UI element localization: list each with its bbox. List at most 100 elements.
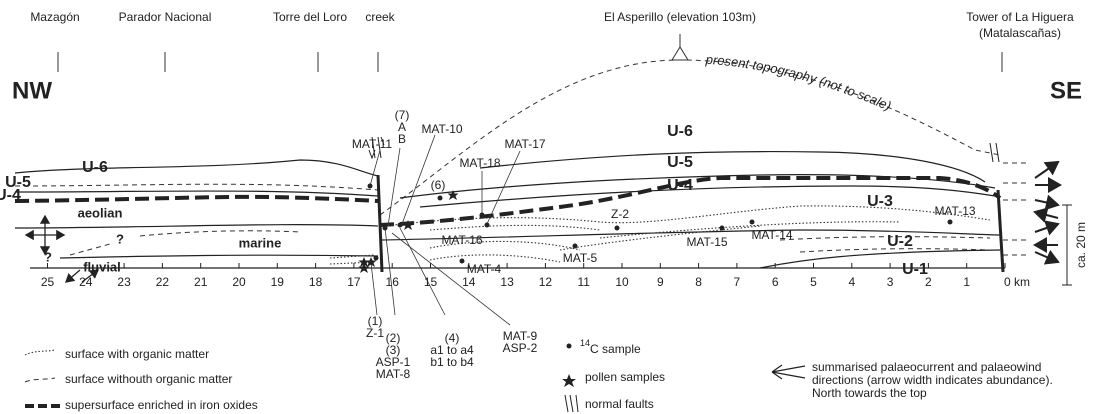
legend-label: C sample — [590, 342, 641, 356]
unit-label: U-3 — [867, 193, 893, 210]
sample-label: a1 to a4 — [430, 343, 474, 357]
organic-surface — [384, 205, 991, 227]
c14-sample — [397, 222, 403, 228]
c14-sample — [947, 219, 953, 225]
legend-label: supersurface enriched in iron oxides — [65, 398, 258, 412]
sample-label: MAT-13 — [934, 204, 975, 218]
axis-tick-label: 17 — [347, 275, 361, 289]
place-label: creek — [365, 10, 395, 24]
horizon — [379, 229, 1001, 241]
axis-tick-label: 15 — [424, 275, 438, 289]
sample-label: ASP-1 — [376, 355, 411, 369]
pollen-sample — [365, 257, 377, 267]
place-label: Tower of La Higuera — [966, 10, 1074, 24]
c14-sample — [484, 222, 490, 228]
horizon — [59, 254, 379, 259]
facies-label: ? — [116, 231, 124, 246]
sample-label: MAT-15 — [686, 235, 727, 249]
axis-tick-label: 18 — [309, 275, 323, 289]
pollen-sample — [358, 263, 370, 273]
legend-superscript: 14 — [580, 338, 590, 348]
unit-label: U-6 — [82, 159, 108, 176]
sample-label: A — [398, 120, 406, 134]
sample-label: B — [398, 132, 406, 146]
legend-label: pollen samples — [585, 370, 665, 384]
sample-label: b1 to b4 — [430, 355, 474, 369]
iron-surface — [14, 194, 379, 203]
pollen-sample — [447, 190, 459, 200]
unit-label: U-2 — [887, 233, 913, 250]
horizon — [419, 185, 996, 208]
axis-tick-label: 16 — [386, 275, 400, 289]
c14-sample — [572, 243, 578, 249]
pollen-sample — [358, 257, 370, 267]
facies-label: fluvial — [83, 259, 121, 274]
axis-tick-label: 24 — [79, 275, 93, 289]
horizon — [69, 230, 301, 256]
axis-tick-label: 3 — [887, 275, 894, 289]
c14-sample — [479, 212, 485, 218]
fault — [996, 189, 1005, 273]
axis-tick-label: 9 — [657, 275, 664, 289]
sample-label: MAT-5 — [563, 251, 598, 265]
axis-tick-label: 23 — [117, 275, 131, 289]
scale-label: ca. 20 m — [1074, 222, 1088, 268]
sample-label: MAT-4 — [467, 262, 502, 276]
c14-sample — [719, 225, 725, 231]
legend-label: surface withouth organic matter — [65, 372, 232, 386]
sample-label: MAT-16 — [441, 233, 482, 247]
legend-label: directions (arrow width indicates abunda… — [812, 373, 1053, 387]
sample-label: Z-1 — [366, 326, 384, 340]
unit-label: U-6 — [667, 123, 693, 140]
scale-bar — [1062, 204, 1072, 286]
place-label: Mazagón — [30, 10, 79, 24]
legend-label: 14C sample — [580, 338, 641, 356]
sample-label: MAT-8 — [376, 367, 411, 381]
sample-label: MAT-10 — [421, 122, 462, 136]
horizon — [14, 183, 379, 191]
sample-label: MAT-9 — [503, 329, 538, 343]
c14-sample — [459, 258, 465, 264]
sample-label: MAT-14 — [751, 228, 792, 242]
topography-label-path: present topography (not to scale) — [704, 52, 893, 114]
sample-label: (7) — [395, 108, 410, 122]
axis-tick-label: 11 — [577, 275, 590, 289]
axis-tick-label: 1 — [963, 275, 970, 289]
legend-label: summarised palaeocurrent and palaeowind — [812, 360, 1041, 374]
legend-symbols — [24, 343, 806, 413]
axis-tick-label: 0 km — [1004, 275, 1030, 289]
axis-tick-label: 20 — [232, 275, 246, 289]
palaeocurrent-arrows — [1033, 160, 1062, 265]
legend-label: surface with organic matter — [65, 347, 209, 361]
axis-tick-label: 14 — [462, 275, 476, 289]
horizon — [14, 190, 379, 197]
legend-label: normal faults — [585, 397, 654, 411]
place-label: Parador Nacional — [119, 10, 212, 24]
fault-symbol — [368, 136, 1000, 163]
topography-label: present topography (not to scale) — [704, 52, 893, 114]
place-label: (Matalascañas) — [979, 26, 1061, 40]
c14-sample — [373, 255, 379, 261]
horizon — [14, 224, 379, 229]
horizon — [479, 150, 986, 183]
facies-label: marine — [239, 235, 282, 250]
legend-label: North towards the top — [812, 386, 927, 400]
side-label: SE — [1050, 77, 1082, 104]
sample-label: (1) — [368, 314, 383, 328]
summit-symbol — [671, 34, 689, 61]
sample-label: (6) — [431, 178, 446, 192]
c14-sample — [382, 225, 388, 231]
axis-tick-label: 25 — [41, 275, 55, 289]
place-label: Torre del Loro — [273, 10, 347, 24]
axis-tick-label: 5 — [810, 275, 817, 289]
sample-label: MAT-11 — [352, 137, 393, 151]
pollen-sample — [402, 220, 414, 230]
axis-tick-label: 12 — [539, 275, 553, 289]
unit-label: U-4 — [667, 177, 693, 194]
sample-label: (2) — [386, 331, 401, 345]
facies-label: ? — [44, 249, 52, 264]
c14-sample — [614, 225, 620, 231]
place-label: El Asperillo (elevation 103m) — [604, 10, 756, 24]
unit-label: U-5 — [5, 174, 31, 191]
